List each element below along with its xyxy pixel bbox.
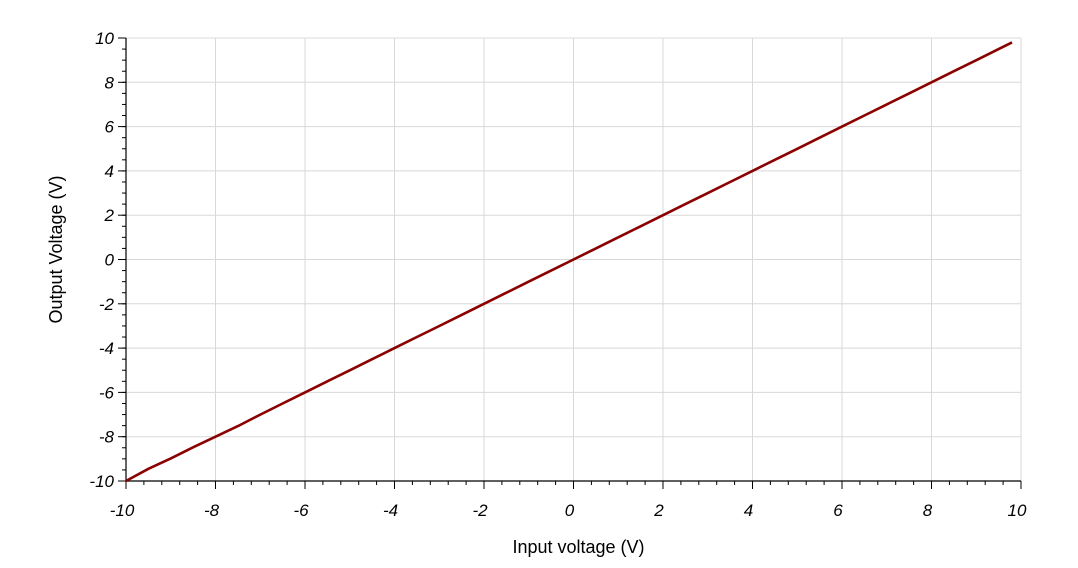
y-tick-label: -2 xyxy=(99,295,115,314)
y-tick-label: -4 xyxy=(99,339,114,358)
y-axis-title: Output Voltage (V) xyxy=(46,175,66,323)
y-tick-label: -6 xyxy=(99,383,115,402)
y-tick-label: 2 xyxy=(104,206,115,225)
y-tick-label: 6 xyxy=(105,118,115,137)
x-tick-label: -10 xyxy=(110,501,135,520)
x-tick-label: -8 xyxy=(204,501,220,520)
y-tick-label: -8 xyxy=(99,428,115,447)
axes xyxy=(125,38,1021,482)
x-tick-label: 0 xyxy=(565,501,575,520)
y-tick-label: -10 xyxy=(89,472,114,491)
x-tick-label: -2 xyxy=(472,501,488,520)
x-tick-label: 4 xyxy=(744,501,753,520)
y-tick-label: 10 xyxy=(95,29,114,48)
series xyxy=(125,41,1013,483)
y-tick-label: 8 xyxy=(105,73,115,92)
x-axis-title: Input voltage (V) xyxy=(512,537,644,557)
x-tick-label: -6 xyxy=(293,501,309,520)
y-tick-labels: -10 -8 -6 -4 -2 0 2 4 6 8 10 xyxy=(89,29,114,491)
x-tick-label: 6 xyxy=(833,501,843,520)
minor-ticks xyxy=(118,37,1022,489)
x-tick-label: -4 xyxy=(383,501,398,520)
x-tick-label: 2 xyxy=(653,501,664,520)
series-line xyxy=(125,41,1013,483)
y-tick-label: 4 xyxy=(105,162,114,181)
x-tick-labels: -10 -8 -6 -4 -2 0 2 4 6 8 10 xyxy=(110,501,1027,520)
x-tick-label: 8 xyxy=(923,501,933,520)
y-tick-label: 0 xyxy=(105,251,115,270)
x-tick-label: 10 xyxy=(1008,501,1027,520)
